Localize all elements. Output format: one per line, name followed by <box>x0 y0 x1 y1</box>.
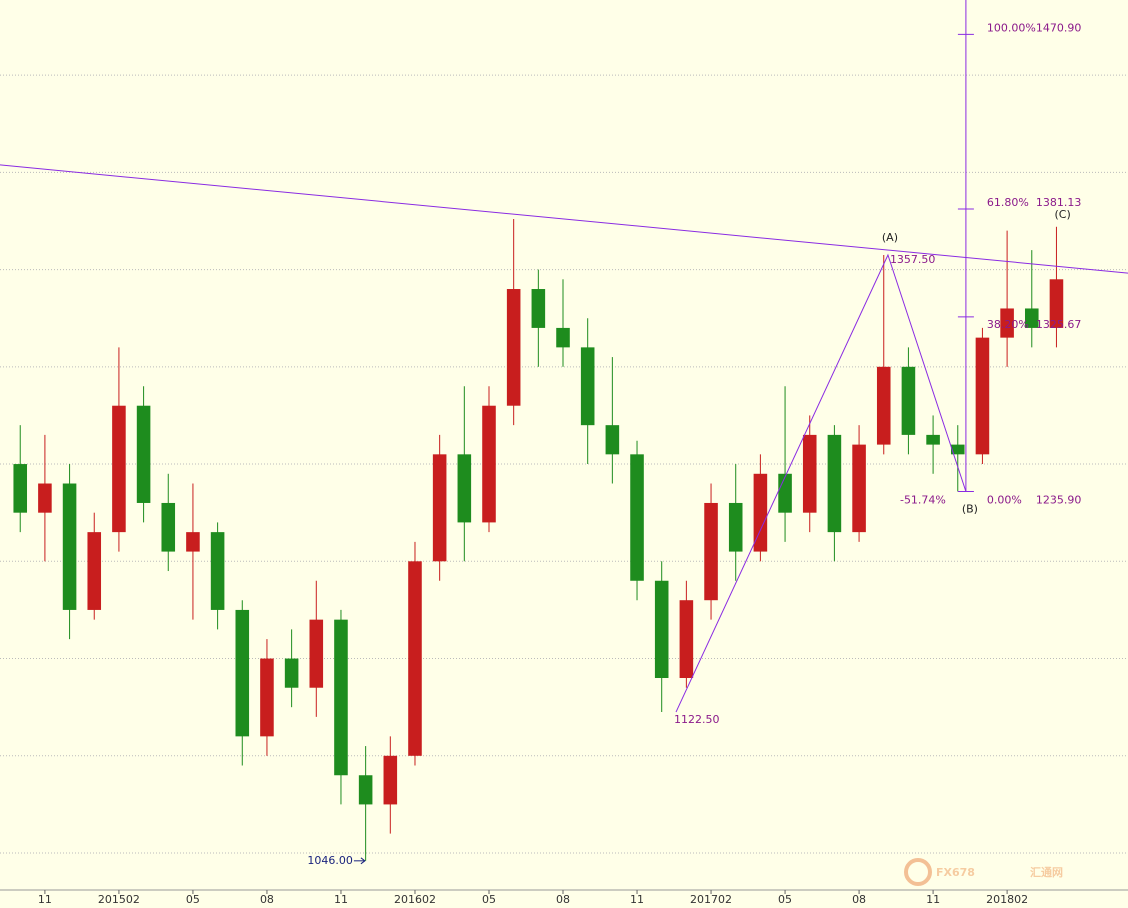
candle-body <box>876 366 891 445</box>
watermark: 汇通网 <box>1030 866 1063 879</box>
fib-extension: -51.74% <box>900 493 946 506</box>
candle-body <box>679 600 694 679</box>
candle-body <box>901 366 916 435</box>
candle-body <box>975 337 990 455</box>
candle-body <box>309 619 324 688</box>
trendline <box>0 164 1128 274</box>
fib-percent: 100.00% <box>987 21 1036 34</box>
x-tick-label: 11 <box>38 893 52 906</box>
candle-body <box>926 434 940 445</box>
candle-body <box>358 775 373 805</box>
candle-body <box>210 532 225 610</box>
x-tick-label: 05 <box>778 893 792 906</box>
wave-label: (B) <box>962 502 978 515</box>
wave-label: (A) <box>882 231 898 244</box>
wave-line <box>675 253 967 713</box>
candle-body <box>531 289 546 328</box>
candle-body <box>728 502 743 552</box>
x-tick-label: 08 <box>556 893 570 906</box>
candle-body <box>827 434 842 533</box>
x-tick-label: 11 <box>630 893 644 906</box>
x-tick-label: 11 <box>334 893 348 906</box>
wave-label: (C) <box>1054 208 1070 221</box>
candle-body <box>432 454 447 562</box>
price-label: 1122.50 <box>674 713 720 726</box>
candle-body <box>1000 308 1014 338</box>
candle-body <box>1024 308 1039 328</box>
candle-body <box>87 532 102 610</box>
fib-price: 1381.13 <box>1036 196 1082 209</box>
x-tick-label: 05 <box>186 893 200 906</box>
x-tick-label: 201502 <box>98 893 140 906</box>
candle-body <box>136 405 151 503</box>
fib-price: 1470.90 <box>1036 21 1082 34</box>
fib-percent: 38.20% <box>987 318 1029 331</box>
candle-body <box>802 434 817 513</box>
candle-body <box>161 502 176 552</box>
candle-body <box>334 619 348 776</box>
candle-body <box>186 532 200 552</box>
x-tick-label: 08 <box>260 893 274 906</box>
candle-body <box>1049 279 1064 328</box>
candle-body <box>284 658 299 688</box>
x-tick-label: 08 <box>852 893 866 906</box>
candle-body <box>62 483 77 610</box>
candle-body <box>506 289 521 406</box>
candle-body <box>630 454 644 581</box>
candle-body <box>112 405 126 533</box>
x-tick-label: 201802 <box>986 893 1028 906</box>
fib-price: 1235.90 <box>1036 493 1082 506</box>
candle-body <box>457 454 472 523</box>
candle-body <box>13 464 28 513</box>
x-tick-label: 201702 <box>690 893 732 906</box>
price-label: 1046.00 <box>307 854 353 867</box>
price-label: 1357.50 <box>890 253 936 266</box>
x-tick-label: 05 <box>482 893 496 906</box>
x-tick-label: 201602 <box>394 893 436 906</box>
fib-percent: 0.00% <box>987 493 1022 506</box>
candle-body <box>852 444 866 533</box>
candle-body <box>605 425 620 455</box>
candle-body <box>235 609 250 737</box>
watermark: FX678 <box>936 866 975 879</box>
candle-body <box>654 580 669 679</box>
fib-price: 1325.67 <box>1036 318 1082 331</box>
candle-body <box>556 327 570 348</box>
candle-body <box>704 502 718 601</box>
arrow-head <box>360 857 366 865</box>
candle-body <box>580 347 595 426</box>
candle-body <box>482 405 496 523</box>
candle-body <box>408 561 422 756</box>
candle-body <box>38 483 52 513</box>
fib-percent: 61.80% <box>987 196 1029 209</box>
candle-body <box>383 755 398 805</box>
logo <box>904 858 932 886</box>
x-tick-label: 11 <box>926 893 940 906</box>
candle-body <box>778 473 792 513</box>
candle-body <box>753 473 768 552</box>
candle-body <box>950 444 965 455</box>
candle-body <box>260 658 274 737</box>
